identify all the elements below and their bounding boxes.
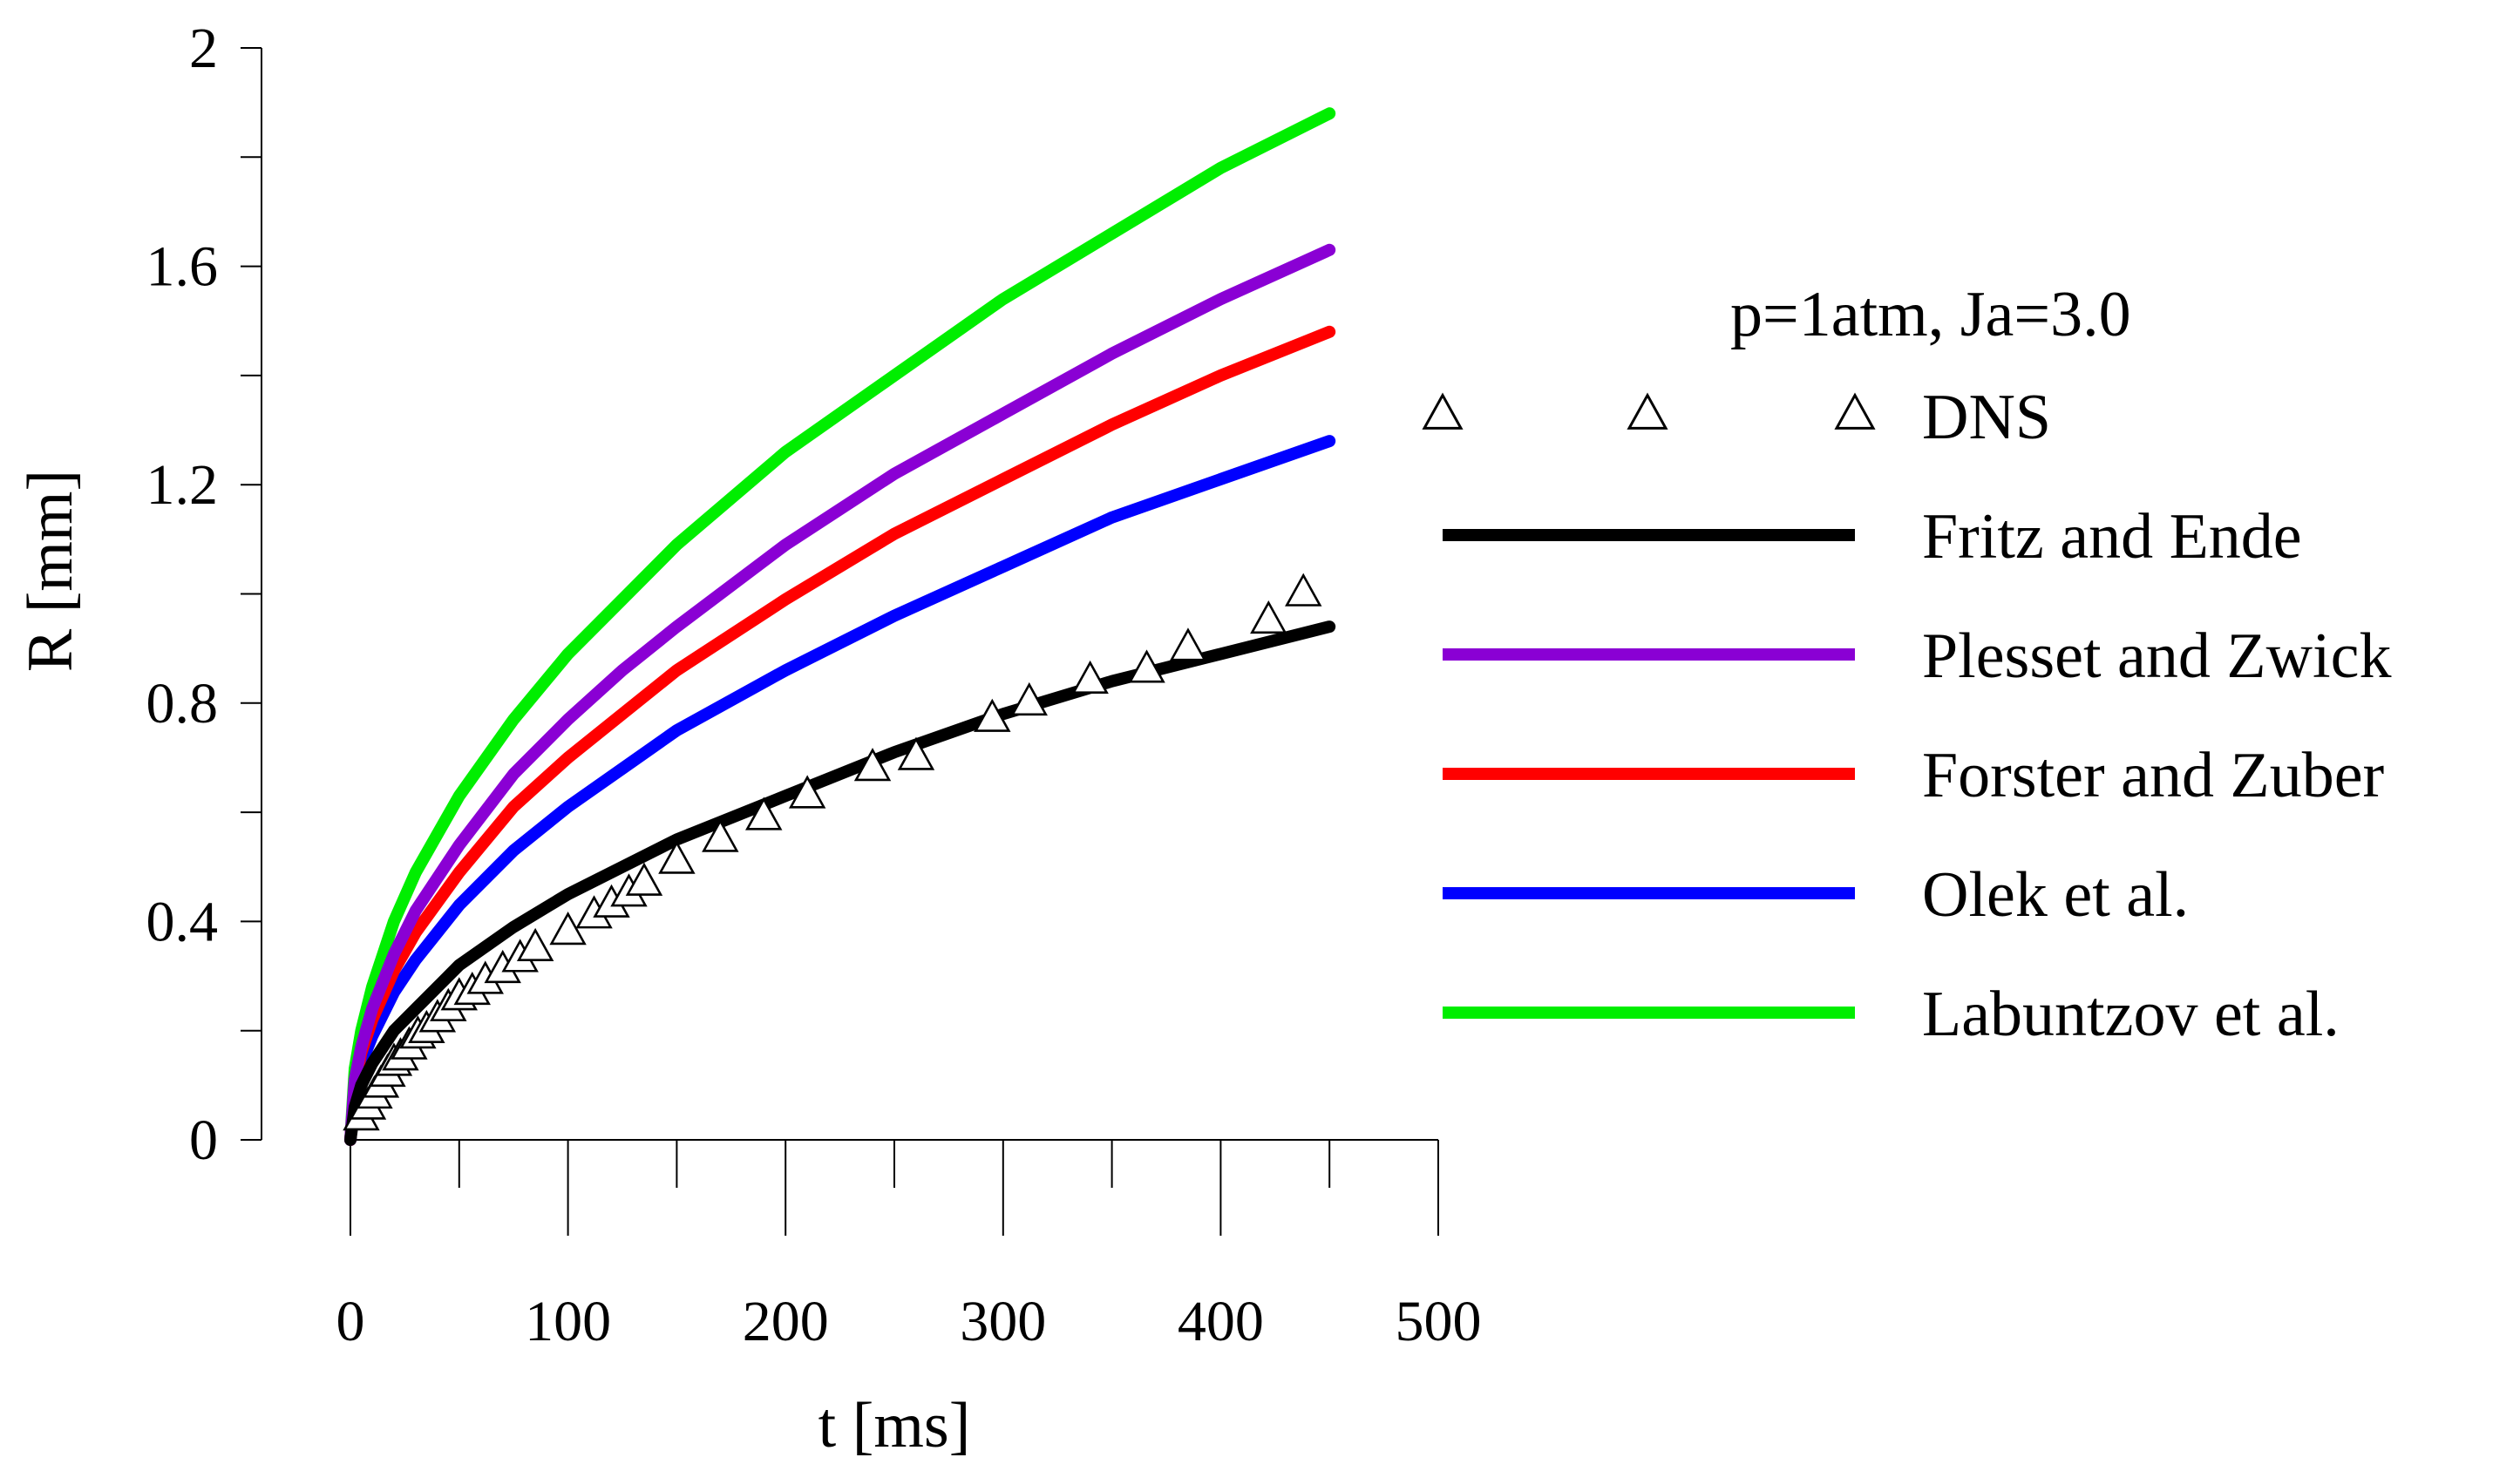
dns-marker: [702, 818, 739, 852]
y-tick-label: 1.6: [146, 235, 219, 299]
x-tick-label: 500: [1396, 1290, 1482, 1353]
x-tick-label: 100: [525, 1290, 611, 1353]
legend-label: Fritz and Ende: [1922, 501, 2302, 573]
dns-marker: [1010, 681, 1048, 716]
dns-marker: [516, 927, 554, 962]
y-tick-label: 0.8: [146, 672, 219, 736]
legend-marker-dns: [1627, 392, 1668, 430]
x-axis-title: t [ms]: [818, 1390, 971, 1461]
x-tick-label: 400: [1178, 1290, 1264, 1353]
dns-marker: [1128, 649, 1165, 683]
legend-label: DNS: [1922, 382, 2051, 453]
series-line-plesset-and-zwick: [344, 243, 1336, 1146]
series-line-fritz-and-ende: [344, 620, 1336, 1146]
dns-marker: [1071, 660, 1109, 695]
dns-marker: [1169, 627, 1207, 661]
dns-marker: [1285, 573, 1322, 607]
y-tick-label: 2: [189, 17, 218, 80]
x-tick-label: 300: [960, 1290, 1046, 1353]
dns-marker: [658, 840, 696, 874]
legend-label: Forster and Zuber: [1922, 740, 2384, 811]
legend-label: Plesset and Zwick: [1922, 620, 2391, 692]
y-tick-label: 1.2: [146, 453, 219, 517]
dns-marker: [897, 736, 935, 770]
y-tick-label: 0: [189, 1108, 218, 1172]
legend-marker-dns: [1422, 392, 1464, 430]
legend: DNS Fritz and Ende Plesset and Zwick Forste…: [1422, 382, 2391, 1050]
plot-area: 0 0.4 0.8 1.2 1.6 2 0 100 200 300 400 500: [146, 17, 1482, 1353]
dns-marker: [788, 775, 826, 809]
dns-marker: [745, 797, 783, 830]
x-tick-label: 200: [743, 1290, 829, 1353]
dns-marker: [853, 748, 892, 782]
condition-annotation: p=1atm, Ja=3.0: [1730, 279, 2131, 350]
dns-marker: [1250, 600, 1287, 634]
legend-label: Olek et al.: [1922, 859, 2189, 931]
x-tick-label: 0: [336, 1290, 365, 1353]
legend-label: Labuntzov et al.: [1922, 979, 2340, 1050]
legend-marker-dns: [1834, 392, 1876, 430]
y-axis-title: R [mm]: [15, 470, 86, 672]
y-tick-label: 0.4: [146, 890, 219, 953]
dns-marker: [625, 862, 663, 896]
dns-marker: [974, 698, 1011, 732]
dns-marker: [549, 912, 587, 946]
